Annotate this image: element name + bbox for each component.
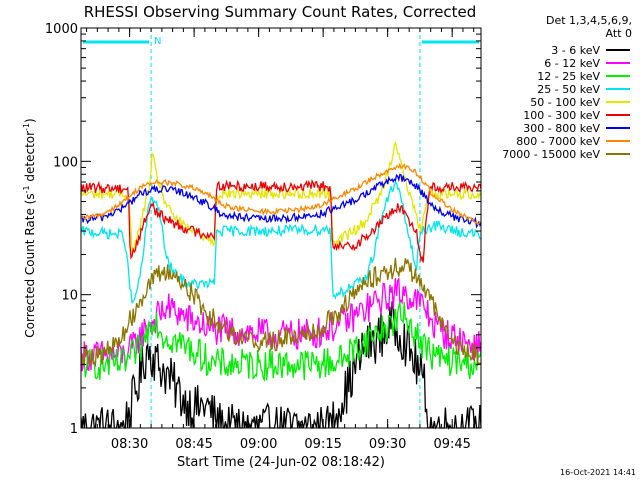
- x-tick-label: 09:45: [433, 437, 470, 452]
- legend-header-line1: Det 1,3,4,5,6,9,: [546, 14, 632, 27]
- y-tick-label: 1: [70, 422, 78, 437]
- series-lines: [80, 141, 482, 431]
- y-tick-label: 1000: [45, 22, 78, 37]
- y-axis: 1 10 100 1000: [45, 22, 481, 437]
- timestamp: 16-Oct-2021 14:41: [560, 468, 636, 477]
- legend-label: 25 - 50 keV: [537, 83, 600, 96]
- x-tick-label: 09:15: [304, 437, 341, 452]
- legend-label: 800 - 7000 keV: [516, 135, 600, 148]
- y-axis-label-main: Corrected Count Rate (s: [23, 193, 37, 337]
- x-tick-label: 08:45: [175, 437, 212, 452]
- legend-label: 300 - 800 keV: [523, 122, 600, 135]
- x-tick-label: 08:30: [111, 437, 148, 452]
- series-line: [80, 178, 482, 263]
- y-tick-label: 100: [53, 155, 78, 170]
- y-axis-label-sup2: -1: [22, 123, 31, 131]
- y-axis-label-sup1: -1: [22, 185, 31, 193]
- y-axis-label-end: ): [23, 118, 37, 123]
- y-axis-label-mid: detector: [23, 131, 37, 186]
- x-axis-label: Start Time (24-Jun-02 08:18:42): [177, 455, 385, 470]
- legend-label: 12 - 25 keV: [537, 70, 600, 83]
- plot-frame: [80, 27, 482, 429]
- legend-label: 7000 - 15000 keV: [502, 148, 600, 161]
- series-line: [80, 301, 482, 431]
- series-line: [80, 181, 482, 304]
- x-tick-label: 09:00: [240, 437, 277, 452]
- series-line: [80, 257, 482, 368]
- x-axis: 08:30 08:45 09:00 09:15 09:30 09:45: [86, 28, 475, 452]
- legend-header-line2: Att 0: [606, 27, 632, 40]
- x-tick-label: 09:30: [369, 437, 406, 452]
- legend-label: 6 - 12 keV: [544, 57, 600, 70]
- chart-title: RHESSI Observing Summary Count Rates, Co…: [84, 3, 477, 21]
- series-line: [80, 162, 482, 226]
- legend-label: 50 - 100 keV: [530, 96, 600, 109]
- series-line: [80, 173, 482, 229]
- legend-label: 100 - 300 keV: [523, 109, 600, 122]
- legend-label: 3 - 6 keV: [551, 44, 600, 57]
- y-axis-label: Corrected Count Rate (s-1 detector-1): [22, 118, 37, 337]
- y-tick-label: 10: [61, 289, 78, 304]
- series-line: [80, 301, 482, 383]
- night-marker-label: N: [154, 36, 161, 47]
- series-line: [80, 141, 482, 253]
